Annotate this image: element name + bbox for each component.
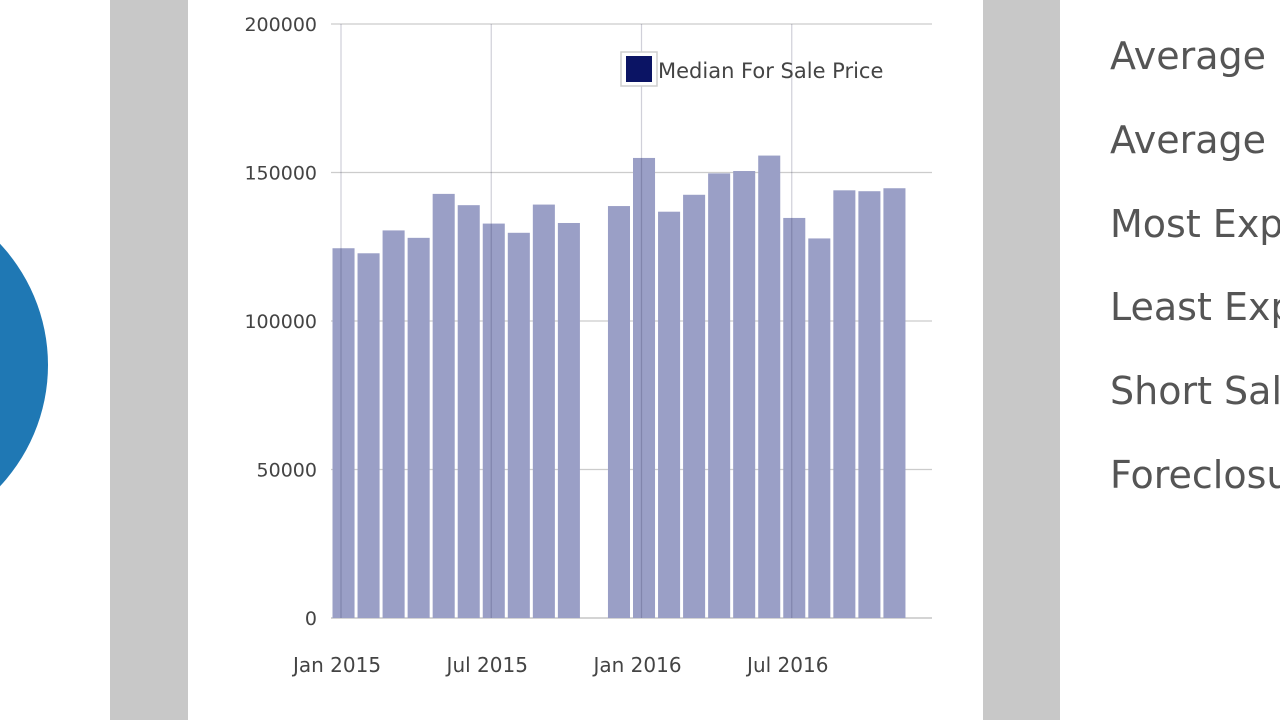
y-tick-label: 150000 bbox=[244, 163, 317, 185]
bar-2016-05[interactable] bbox=[733, 171, 756, 618]
bar-2015-07[interactable] bbox=[482, 223, 505, 619]
x-tick-label: Jul 2015 bbox=[445, 653, 528, 677]
bar-2016-10[interactable] bbox=[858, 191, 881, 618]
stats-panel: Average Average Most Exp Least Exp Short… bbox=[1060, 0, 1280, 720]
bar-2015-10[interactable] bbox=[557, 222, 580, 619]
vgrid-layer bbox=[340, 24, 793, 618]
bar-2016-03[interactable] bbox=[683, 194, 706, 618]
legend-swatch bbox=[626, 56, 652, 82]
stat-row-least-expensive: Least Exp bbox=[1110, 285, 1280, 329]
gutter-left bbox=[110, 0, 188, 720]
left-panel bbox=[0, 0, 110, 720]
median-price-chart: 0 50000 100000 150000 200000 Jan 2015 Jul 201… bbox=[244, 14, 932, 677]
grid-layer bbox=[331, 23, 932, 619]
chart-card: 0 50000 100000 150000 200000 Jan 2015 Jul 201… bbox=[188, 0, 983, 720]
bar-2016-04[interactable] bbox=[708, 173, 731, 619]
y-axis-labels: 0 50000 100000 150000 200000 bbox=[244, 14, 317, 630]
y-tick-label: 50000 bbox=[257, 460, 317, 482]
stat-row-most-expensive: Most Exp bbox=[1110, 202, 1280, 246]
stat-row-foreclosure: Foreclosu bbox=[1110, 453, 1280, 497]
bars-layer bbox=[332, 155, 906, 619]
bar-2015-12[interactable] bbox=[607, 206, 630, 618]
x-axis-labels: Jan 2015 Jul 2015 Jan 2016 Jul 2016 bbox=[291, 653, 828, 677]
stat-row-average-2: Average bbox=[1110, 118, 1267, 162]
bar-2015-03[interactable] bbox=[382, 230, 405, 619]
bar-2015-04[interactable] bbox=[407, 237, 430, 618]
legend-label: Median For Sale Price bbox=[658, 59, 883, 83]
pie-chart-fragment bbox=[0, 185, 48, 545]
bar-2015-06[interactable] bbox=[457, 205, 480, 619]
y-tick-label: 0 bbox=[305, 608, 317, 630]
bar-2016-02[interactable] bbox=[658, 211, 681, 619]
bar-2015-02[interactable] bbox=[357, 253, 380, 618]
bar-2016-01[interactable] bbox=[633, 157, 656, 618]
bar-2016-09[interactable] bbox=[833, 190, 856, 618]
legend[interactable]: Median For Sale Price bbox=[620, 51, 883, 87]
bar-2015-05[interactable] bbox=[432, 193, 455, 618]
y-tick-label: 100000 bbox=[244, 311, 317, 333]
gutter-right bbox=[983, 0, 1060, 720]
x-tick-label: Jan 2015 bbox=[291, 653, 381, 677]
bar-2016-11[interactable] bbox=[883, 188, 906, 618]
bar-2015-08[interactable] bbox=[507, 232, 530, 618]
bar-2016-06[interactable] bbox=[758, 155, 781, 619]
x-tick-label: Jan 2016 bbox=[591, 653, 681, 677]
y-tick-label: 200000 bbox=[244, 14, 317, 36]
bar-2016-07[interactable] bbox=[783, 217, 806, 619]
bar-2015-01[interactable] bbox=[332, 248, 355, 619]
stat-row-short-sale: Short Sal bbox=[1110, 369, 1280, 413]
bar-2016-08[interactable] bbox=[808, 238, 831, 618]
x-tick-label: Jul 2016 bbox=[745, 653, 828, 677]
stat-row-average-1: Average bbox=[1110, 34, 1267, 78]
bar-2015-09[interactable] bbox=[532, 204, 555, 619]
